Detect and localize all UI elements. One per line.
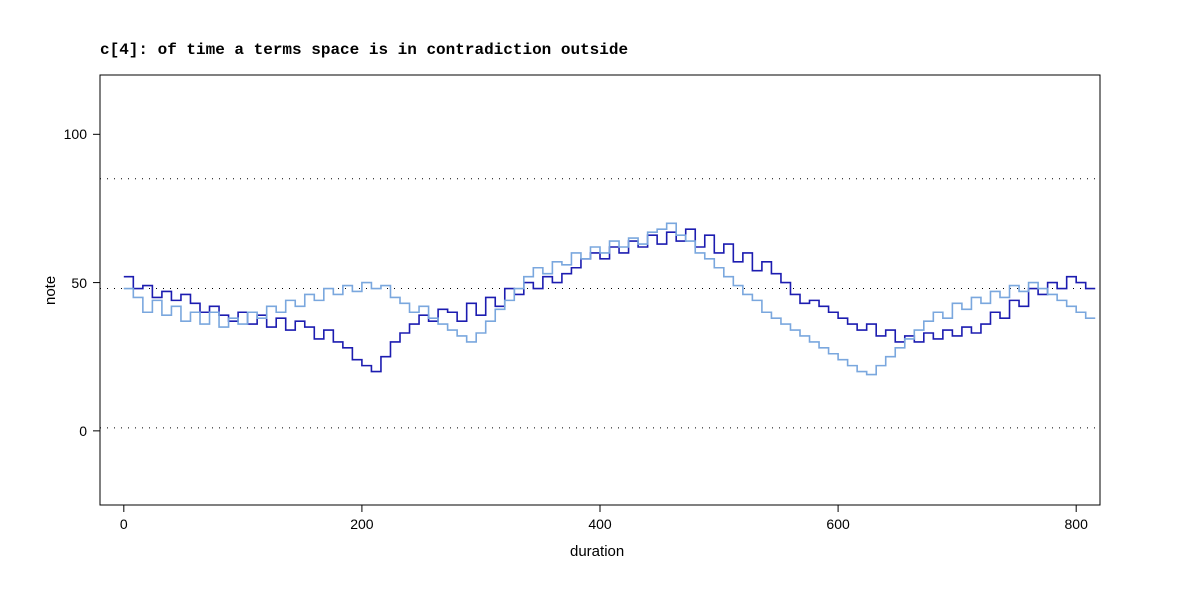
y-tick-label: 0 [79,423,87,439]
y-tick-label: 50 [71,275,87,291]
x-tick-label: 600 [818,516,858,532]
x-tick-label: 200 [342,516,382,532]
y-tick-label: 100 [64,126,87,142]
y-axis-label: note [42,276,59,305]
x-tick-label: 400 [580,516,620,532]
x-tick-label: 800 [1056,516,1096,532]
chart-plot [0,0,1200,600]
x-axis-label: duration [570,543,624,560]
x-tick-label: 0 [104,516,144,532]
series-voice-2 [124,223,1095,374]
